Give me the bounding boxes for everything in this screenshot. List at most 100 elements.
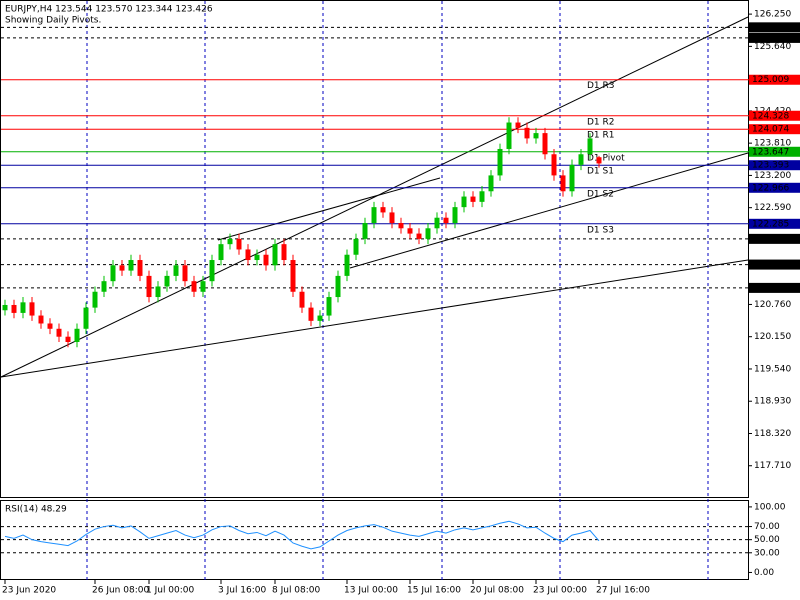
candle-body [29, 302, 35, 316]
candle-body [11, 304, 17, 313]
x-tick-label: 23 Jul 00:00 [533, 586, 587, 596]
level-label-box [749, 146, 800, 157]
rsi-y-tick-label: 100.00 [754, 502, 786, 512]
level-label-box [749, 74, 800, 85]
level-label-box [749, 22, 800, 33]
candle-body [56, 328, 62, 337]
level-label: 121.073 [752, 283, 789, 293]
level-name: D1 R3 [587, 81, 615, 91]
candle-body [479, 191, 485, 202]
y-tick-label: 123.200 [754, 171, 791, 181]
candle-body [308, 307, 314, 321]
level-label-box [749, 124, 800, 135]
candle-body [353, 238, 359, 255]
candle-body [191, 281, 197, 292]
candle-body [128, 260, 134, 271]
level-label: 122.285 [752, 219, 789, 229]
level-label: 123.647 [752, 147, 789, 157]
y-tick-label: 123.810 [754, 139, 791, 149]
x-tick-label: 27 Jul 16:00 [596, 586, 650, 596]
candle-body [380, 207, 386, 213]
candle-body [182, 265, 188, 282]
candle-body [272, 244, 278, 266]
candle-body [578, 154, 584, 165]
candle-body [587, 138, 593, 155]
candle-body [443, 217, 449, 224]
candle-body [506, 122, 512, 149]
x-tick-label: 13 Jul 00:00 [344, 586, 398, 596]
level-label: 121.514 [752, 260, 789, 270]
candle-body [317, 315, 323, 321]
rsi-y-tick-label: 50.00 [754, 535, 780, 545]
level-label: 122.000 [752, 234, 789, 244]
level-name: D1 S1 [587, 167, 614, 177]
candle-body [515, 122, 521, 128]
candle-body [524, 127, 530, 139]
candle-body [533, 133, 539, 139]
level-label: 122.966 [752, 183, 789, 193]
candle-body [470, 196, 476, 202]
level-label: 125.800 [752, 33, 789, 43]
candle-body [434, 217, 440, 229]
candle-body [2, 304, 8, 311]
level-label-box [749, 218, 800, 229]
candle-body [173, 265, 179, 276]
candle-body [560, 175, 566, 192]
level-name: D1 S2 [587, 189, 614, 199]
chart-title: EURJPY,H4 123.544 123.570 123.344 123.42… [5, 5, 213, 15]
candle-body [245, 249, 251, 261]
level-label: 126.000 [752, 23, 789, 33]
candle-body [371, 207, 377, 224]
y-tick-label: 125.640 [754, 42, 791, 52]
candle-body [74, 328, 80, 342]
trend-lines [0, 16, 749, 378]
level-label: 123.393 [752, 161, 789, 171]
candle-body [290, 260, 296, 292]
candle-body [209, 260, 215, 282]
candle-body [416, 233, 422, 239]
x-tick-label: 23 Jun 2020 [2, 586, 56, 596]
y-tick-label: 118.930 [754, 397, 791, 407]
candle-body [227, 238, 233, 245]
candle-body [407, 228, 413, 234]
candle-body [83, 307, 89, 329]
level-label: 125.009 [752, 75, 789, 85]
candle-body [20, 302, 26, 313]
candle-body [452, 207, 458, 224]
candle-body [497, 148, 503, 176]
y-tick-label: 120.150 [754, 332, 791, 342]
y-tick-label: 119.540 [754, 364, 791, 374]
candle-body [362, 223, 368, 239]
candle-body [254, 254, 260, 261]
candle-body [488, 175, 494, 192]
candle-body [398, 223, 404, 229]
level-name: D1 R2 [587, 117, 615, 127]
level-label: 124.074 [752, 125, 789, 135]
candle-body [596, 157, 602, 164]
rsi-y-tick-label: 70.00 [754, 522, 780, 532]
rsi-line [4, 520, 600, 550]
candle-body [101, 281, 107, 292]
candle-body [164, 275, 170, 287]
candle-body [236, 238, 242, 250]
candle-body [38, 315, 44, 324]
candle-body [47, 323, 53, 329]
x-tick-label: 26 Jun 08:00 [92, 586, 149, 596]
y-tick-label: 122.590 [754, 203, 791, 213]
candle-body [281, 244, 287, 261]
x-tick-label: 1 Jul 00:00 [146, 586, 195, 596]
y-tick-label: 118.320 [754, 429, 791, 439]
candle-body [425, 228, 431, 239]
candle-body [389, 212, 395, 224]
level-label-box [749, 233, 800, 244]
candle-body [551, 154, 557, 176]
chart-subtitle: Showing Daily Pivots. [5, 16, 101, 26]
level-label: 124.328 [752, 111, 789, 121]
candle-body [137, 260, 143, 276]
rsi-label: RSI(14) 48.29 [5, 505, 67, 515]
level-name: D1 R1 [587, 131, 615, 141]
level-label-box [749, 32, 800, 43]
candle-body [263, 254, 269, 266]
x-tick-label: 15 Jul 16:00 [407, 586, 461, 596]
